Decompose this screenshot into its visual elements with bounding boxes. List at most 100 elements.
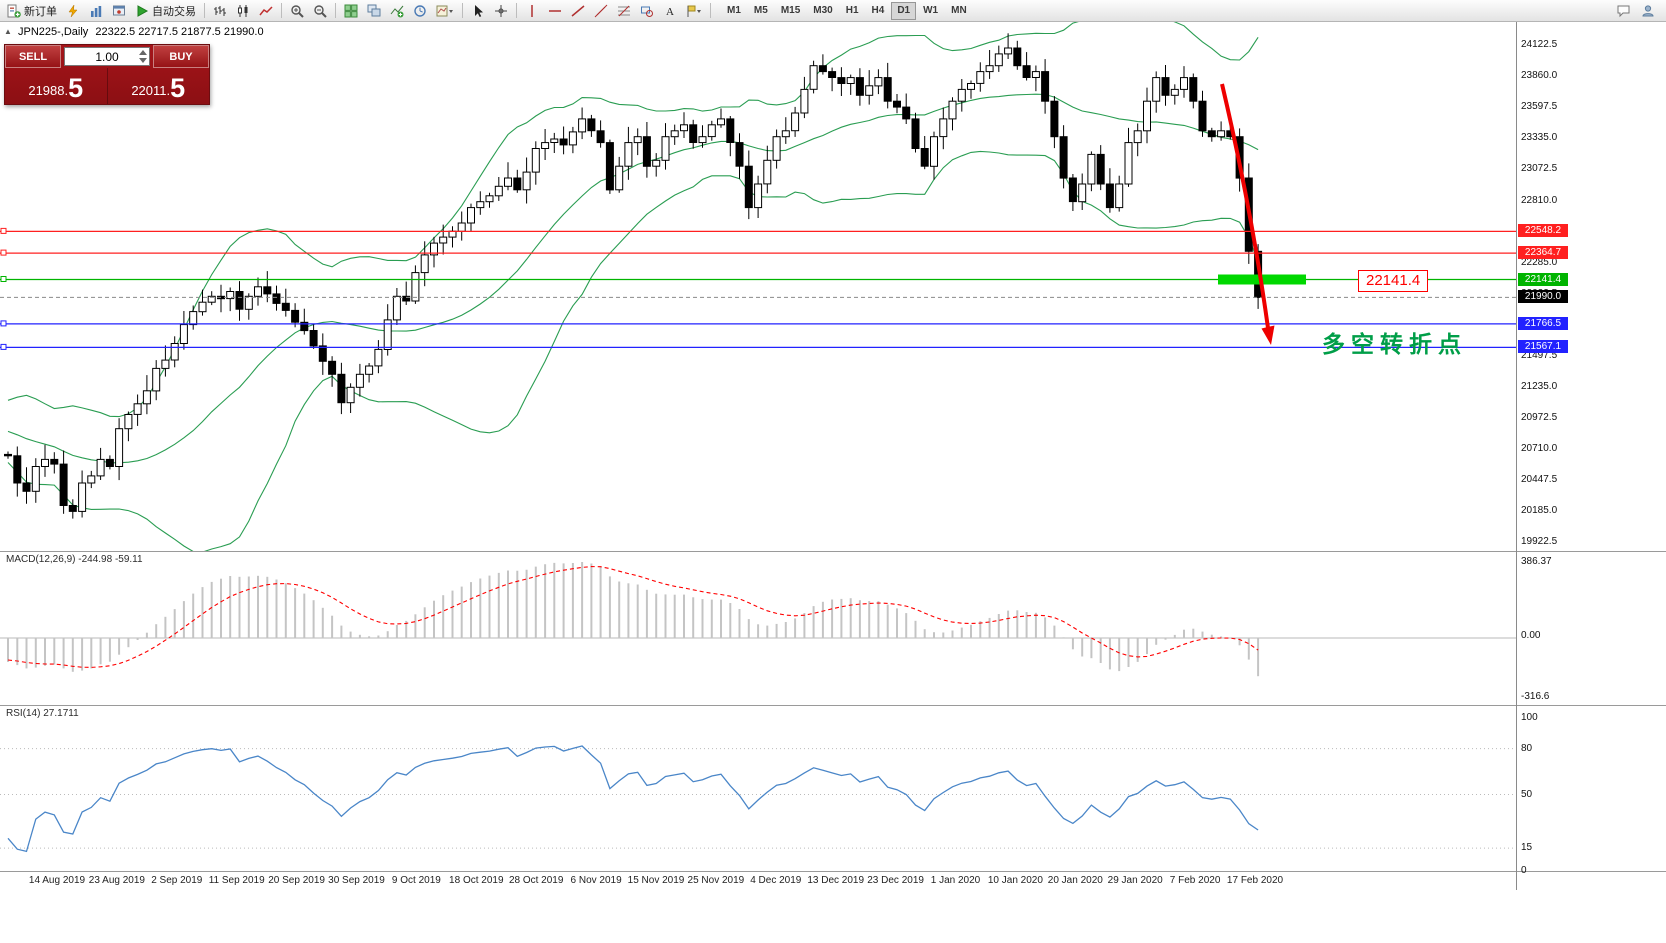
line-handle[interactable] [0, 249, 7, 256]
volume-input[interactable]: 1.00 [64, 47, 150, 66]
one-click-trading-panel: SELL 1.00 BUY 21988. 5 22011. 5 [4, 44, 210, 105]
price-tag-22364.7: 22364.7 [1518, 246, 1568, 260]
crosshair-button[interactable] [490, 1, 512, 20]
new-order-icon [7, 4, 21, 18]
cursor-button[interactable] [467, 1, 489, 20]
templates-icon [436, 5, 453, 16]
timeframe-m5-button[interactable]: M5 [753, 4, 768, 16]
volume-down-icon[interactable] [138, 58, 147, 63]
fibonacci-icon [618, 5, 630, 16]
volume-value: 1.00 [95, 49, 119, 64]
bar-columns-icon [91, 5, 102, 17]
tile-windows-icon [344, 4, 358, 17]
time-axis-label: 9 Oct 2019 [391, 875, 441, 886]
macd-pane-canvas[interactable] [0, 552, 1516, 705]
timeframe-d1-button[interactable]: D1 [891, 1, 917, 20]
macd-label: MACD(12,26,9) -244.98 -59.11 [6, 554, 143, 565]
rsi-axis-label: 0 [1521, 865, 1527, 876]
time-axis-label: 13 Dec 2019 [807, 875, 865, 886]
timeframe-m30-button[interactable]: M30 [813, 4, 833, 16]
zoom-in-button[interactable] [286, 1, 308, 20]
macd-histogram [7, 562, 1260, 677]
rsi-axis-label: 100 [1521, 712, 1538, 723]
trend-arrow[interactable] [1220, 83, 1275, 345]
time-axis-label: 10 Jan 2020 [987, 875, 1043, 886]
turning-point-annotation[interactable]: 多空转折点 [1322, 331, 1467, 357]
chart-collapse-button[interactable]: ▲ [4, 27, 12, 36]
timeframe-m1-button[interactable]: M1 [727, 4, 741, 16]
pane-separator[interactable] [0, 705, 1666, 706]
line-handle[interactable] [0, 343, 7, 350]
line-handle[interactable] [0, 227, 7, 234]
main-chart-canvas[interactable] [0, 22, 1516, 551]
price-tag-21567.1: 21567.1 [1518, 340, 1568, 354]
toolbar-separator [204, 3, 205, 18]
vertical-line-icon [531, 4, 533, 17]
terminal-button[interactable] [108, 1, 130, 20]
cycles-button[interactable] [409, 1, 431, 20]
text-button[interactable]: A [659, 1, 681, 20]
toolbar-separator [710, 3, 711, 18]
candles [4, 33, 1263, 519]
shapes-button[interactable] [636, 1, 658, 20]
sell-price: 21988. 5 [5, 68, 108, 104]
line-chart-button[interactable] [255, 1, 277, 20]
time-axis-label: 25 Nov 2019 [687, 875, 745, 886]
chat-button[interactable] [1612, 1, 1635, 20]
new-chart-button[interactable] [62, 1, 84, 20]
trendline-button[interactable] [567, 1, 589, 20]
community-button[interactable] [1637, 1, 1659, 20]
tile-windows-button[interactable] [340, 1, 362, 20]
time-axis-label: 11 Sep 2019 [208, 875, 265, 886]
buy-price: 22011. 5 [131, 73, 186, 103]
time-axis-separator [0, 871, 1666, 872]
timeframe-m15-button[interactable]: M15 [780, 4, 801, 16]
market-watch-button[interactable] [85, 1, 107, 20]
new-order-button[interactable]: 新订单 [3, 1, 61, 20]
volume-spinner[interactable] [137, 49, 148, 64]
time-axis-label: 14 Aug 2019 [28, 875, 86, 886]
pane-separator[interactable] [0, 551, 1666, 552]
time-axis-label: 2 Sep 2019 [151, 875, 203, 886]
timeframe-w1-button[interactable]: W1 [923, 4, 939, 16]
time-axis-label: 28 Oct 2019 [508, 875, 564, 886]
timeframe-h4-button[interactable]: H4 [871, 4, 885, 16]
price-tag-21990.0: 21990.0 [1518, 290, 1568, 304]
volume-up-icon[interactable] [138, 50, 147, 55]
time-axis-label: 6 Nov 2019 [570, 875, 622, 886]
fibonacci-button[interactable] [613, 1, 635, 20]
indicators-button[interactable] [386, 1, 408, 20]
bar-chart-button[interactable] [209, 1, 231, 20]
time-axis-label: 23 Aug 2019 [88, 875, 145, 886]
timeframe-h1-button[interactable]: H1 [845, 4, 859, 16]
macd-axis-label: -316.6 [1521, 691, 1550, 702]
line-handle[interactable] [0, 276, 7, 282]
templates-button[interactable] [432, 1, 458, 20]
price-axis[interactable]: 24122.5 23860.0 23597.5 23335.0 23072.5 22810… [1516, 0, 1666, 943]
pivot-price-callout[interactable]: 22141.4 [1358, 270, 1429, 292]
time-axis-label: 29 Jan 2020 [1107, 875, 1163, 886]
price-axis-label: 21235.0 [1521, 380, 1558, 392]
shapes-icon [641, 6, 653, 17]
horizontal-line-button[interactable] [544, 1, 566, 20]
rsi-pane-canvas[interactable] [0, 706, 1516, 871]
vertical-line-button[interactable] [521, 1, 543, 20]
zoom-out-button[interactable] [309, 1, 331, 20]
zoom-in-icon [291, 4, 304, 18]
timeframe-mn-button[interactable]: MN [951, 4, 967, 16]
autotrading-button[interactable]: 自动交易 [131, 1, 200, 20]
buy-button[interactable]: BUY [153, 45, 209, 68]
arrow-label-button[interactable] [682, 1, 706, 20]
channel-button[interactable] [590, 1, 612, 20]
toolbar-separator [462, 3, 463, 18]
time-axis-label: 4 Dec 2019 [750, 875, 802, 886]
candlestick-chart-button[interactable] [232, 1, 254, 20]
cursor-icon [475, 4, 483, 17]
time-axis-label: 1 Jan 2020 [930, 875, 981, 886]
cascade-windows-button[interactable] [363, 1, 385, 20]
arrow-label-icon [687, 5, 701, 17]
line-chart-icon [259, 5, 273, 15]
sell-button[interactable]: SELL [5, 45, 61, 68]
line-handle[interactable] [0, 320, 7, 327]
